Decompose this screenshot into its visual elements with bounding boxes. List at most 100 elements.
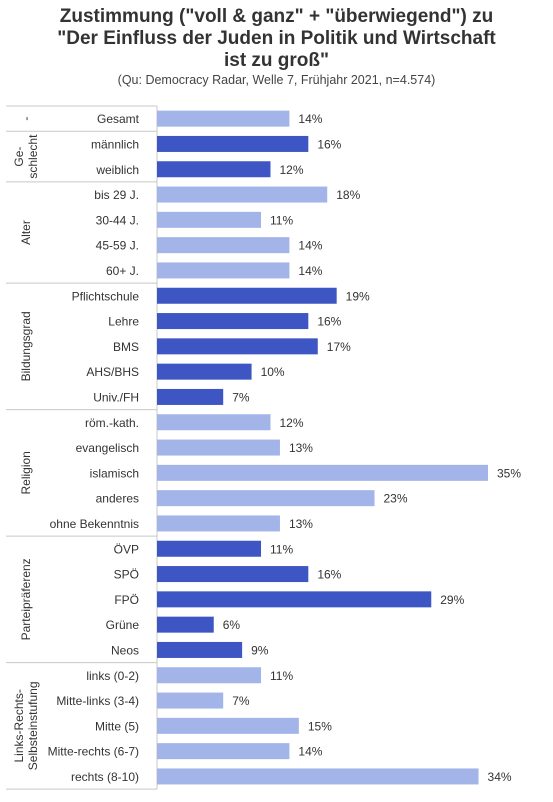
category-label: islamisch: [90, 466, 139, 480]
category-label: 45-59 J.: [96, 239, 139, 253]
category-label: Neos: [111, 643, 139, 657]
bar: [157, 110, 290, 127]
category-label: männlich: [91, 137, 139, 151]
bar: [157, 692, 224, 709]
value-label: 17%: [327, 340, 351, 354]
chart-title-line-1: Zustimmung ("voll & ganz" + "überwiegend…: [59, 6, 494, 27]
value-label: 16%: [317, 568, 341, 582]
value-label: 13%: [289, 517, 313, 531]
bar: [157, 338, 318, 355]
value-label: 14%: [298, 112, 322, 126]
group-label-4: Religion: [19, 451, 33, 494]
bar: [157, 388, 224, 405]
category-label: ohne Bekenntnis: [50, 517, 139, 531]
bar: [157, 641, 243, 658]
category-label: bis 29 J.: [94, 188, 139, 202]
value-label: 11%: [270, 542, 293, 556]
category-label: AHS/BHS: [86, 365, 139, 379]
group-label-1: Ge-schlecht: [12, 134, 40, 179]
value-label: 19%: [346, 289, 370, 303]
bar: [157, 363, 252, 380]
value-label: 7%: [232, 694, 250, 708]
category-label: weiblich: [95, 163, 139, 177]
category-label: Gesamt: [97, 112, 140, 126]
value-label: 6%: [223, 618, 241, 632]
value-label: 18%: [336, 188, 360, 202]
value-label: 12%: [279, 163, 303, 177]
category-label: Grüne: [106, 618, 140, 632]
value-label: 14%: [298, 745, 322, 759]
chart-title-line-3: ist zu groß": [223, 50, 330, 71]
bar: [157, 313, 309, 330]
bar: [157, 667, 262, 684]
bar: [157, 237, 290, 254]
group-label-6: Links-Rechts-Selbsteinstufung: [12, 681, 40, 770]
value-label: 11%: [270, 669, 293, 683]
bar: [157, 186, 328, 203]
category-label: evangelisch: [76, 441, 139, 455]
bar: [157, 287, 337, 304]
bar: [157, 439, 280, 456]
bar: [157, 540, 262, 557]
group-label-5: Parteipräferenz: [19, 558, 33, 640]
bar: [157, 135, 309, 152]
category-label: 30-44 J.: [96, 213, 139, 227]
value-label: 15%: [308, 719, 332, 733]
category-label: anderes: [96, 492, 139, 506]
chart-title-line-2: "Der Einfluss der Juden in Politik und W…: [57, 28, 496, 49]
bar: [157, 717, 299, 734]
value-label: 13%: [289, 441, 313, 455]
category-label: 60+ J.: [106, 264, 139, 278]
category-label: Lehre: [108, 315, 139, 329]
bar: [157, 591, 432, 608]
chart-subtitle: (Qu: Democracy Radar, Welle 7, Frühjahr …: [117, 73, 436, 87]
bar: [157, 161, 271, 178]
group-label-line: Bildungsgrad: [19, 311, 33, 381]
group-label-line: Ge-: [12, 147, 26, 167]
value-label: 16%: [317, 137, 341, 151]
category-label: Mitte-links (3-4): [56, 694, 139, 708]
value-label: 14%: [298, 239, 322, 253]
bar: [157, 414, 271, 431]
value-label: 10%: [261, 365, 285, 379]
group-label-line: Parteipräferenz: [19, 558, 33, 640]
category-label: rechts (8-10): [71, 770, 139, 784]
value-label: 29%: [440, 593, 464, 607]
bar: [157, 262, 290, 279]
value-label: 12%: [279, 416, 303, 430]
category-label: FPÖ: [114, 593, 139, 607]
group-label-line: Religion: [19, 451, 33, 494]
value-label: 35%: [497, 466, 521, 480]
category-label: Univ./FH: [93, 390, 139, 404]
value-label: 7%: [232, 390, 250, 404]
group-label-line: Links-Rechts-: [12, 689, 26, 762]
group-label-0: -: [19, 117, 33, 121]
category-label: Mitte (5): [95, 719, 139, 733]
category-label: ÖVP: [114, 542, 139, 556]
value-label: 9%: [251, 643, 269, 657]
value-label: 23%: [384, 492, 408, 506]
bar: [157, 490, 375, 507]
group-label-line: -: [19, 117, 33, 121]
group-label-2: Alter: [19, 220, 33, 245]
category-label: Mitte-rechts (6-7): [48, 745, 139, 759]
value-label: 34%: [488, 770, 512, 784]
value-label: 16%: [317, 315, 341, 329]
bar: [157, 515, 280, 532]
group-label-3: Bildungsgrad: [19, 311, 33, 381]
bar: [157, 743, 290, 760]
chart-title: Zustimmung ("voll & ganz" + "überwiegend…: [0, 6, 553, 72]
bar: [157, 211, 262, 228]
bar: [157, 566, 309, 583]
group-label-line: Alter: [19, 220, 33, 245]
value-label: 11%: [270, 213, 293, 227]
bar: [157, 768, 479, 785]
bar: [157, 616, 214, 633]
category-label: links (0-2): [86, 669, 139, 683]
value-label: 14%: [298, 264, 322, 278]
category-label: röm.-kath.: [85, 416, 139, 430]
category-label: SPÖ: [114, 568, 139, 582]
category-label: BMS: [113, 340, 139, 354]
group-label-line: schlecht: [26, 134, 40, 179]
